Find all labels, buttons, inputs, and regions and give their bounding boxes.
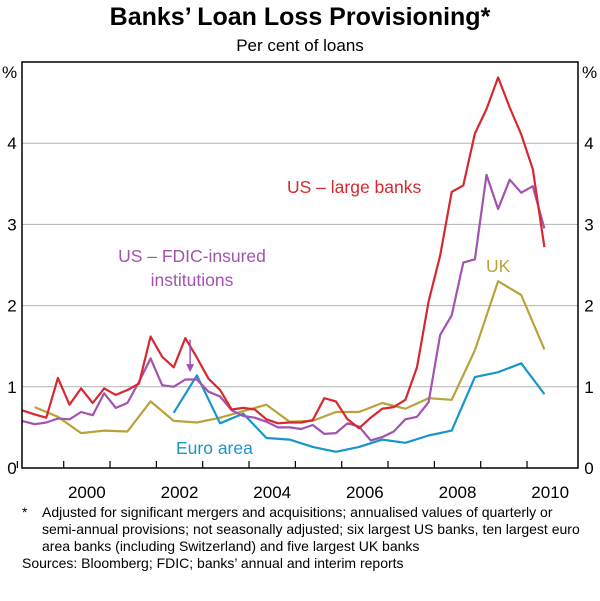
x-tick-label: 2002 — [161, 483, 199, 501]
series-line-uk — [34, 280, 546, 435]
y-tick-label-left: 4 — [7, 134, 16, 153]
series-line-us-large-banks — [21, 76, 546, 430]
x-tick-label: 2010 — [531, 483, 569, 501]
y-axis-unit-right: % — [582, 63, 597, 82]
x-tick-label: 2008 — [439, 483, 477, 501]
x-axis-labels: 2000 2002 2004 2006 2008 2010 — [68, 483, 569, 501]
x-axis-ticks — [16, 461, 528, 468]
notes: * Adjusted for significant mergers and a… — [22, 504, 582, 572]
y-tick-label-left: 0 — [7, 459, 16, 478]
footnote-text: Adjusted for significant mergers and acq… — [42, 504, 580, 554]
fdic-annotation-arrow — [186, 339, 195, 373]
x-tick-label: 2006 — [346, 483, 384, 501]
y-tick-label-right: 1 — [584, 378, 593, 397]
y-tick-label-right: 4 — [584, 134, 593, 153]
label-euro-area: Euro area — [176, 438, 253, 458]
x-tick-label: 2000 — [68, 483, 106, 501]
y-tick-label-right: 0 — [584, 459, 593, 478]
label-us-large-banks: US – large banks — [287, 177, 421, 197]
footnote: * Adjusted for significant mergers and a… — [22, 504, 582, 555]
sources: Sources: Bloomberg; FDIC; banks’ annual … — [22, 555, 404, 571]
y-tick-label-left: 1 — [7, 378, 16, 397]
label-us-fdic-line1: US – FDIC-insured — [118, 246, 266, 266]
chart-subtitle: Per cent of loans — [236, 36, 364, 55]
y-tick-label-left: 3 — [7, 215, 16, 234]
series-lines — [21, 76, 546, 453]
footnote-mark: * — [22, 504, 28, 520]
series-line-us-fdic-insured-institutions — [21, 173, 546, 442]
y-axis-labels: 0 0 1 1 2 2 3 3 4 4 — [7, 134, 593, 478]
y-tick-label-right: 3 — [584, 215, 593, 234]
gridlines — [22, 142, 578, 388]
y-tick-label-right: 2 — [584, 297, 593, 316]
y-tick-label-left: 2 — [7, 297, 16, 316]
chart-title: Banks’ Loan Loss Provisioning* — [110, 3, 491, 31]
plot-frame — [21, 61, 579, 469]
label-us-fdic-line2: institutions — [151, 270, 234, 290]
series-line-euro-area — [172, 362, 546, 453]
y-axis-unit-left: % — [2, 63, 17, 82]
loan-loss-chart: Banks’ Loan Loss Provisioning* Per cent … — [2, 3, 597, 501]
x-tick-label: 2004 — [253, 483, 291, 501]
label-uk: UK — [486, 256, 511, 276]
arrow-head — [186, 364, 195, 373]
